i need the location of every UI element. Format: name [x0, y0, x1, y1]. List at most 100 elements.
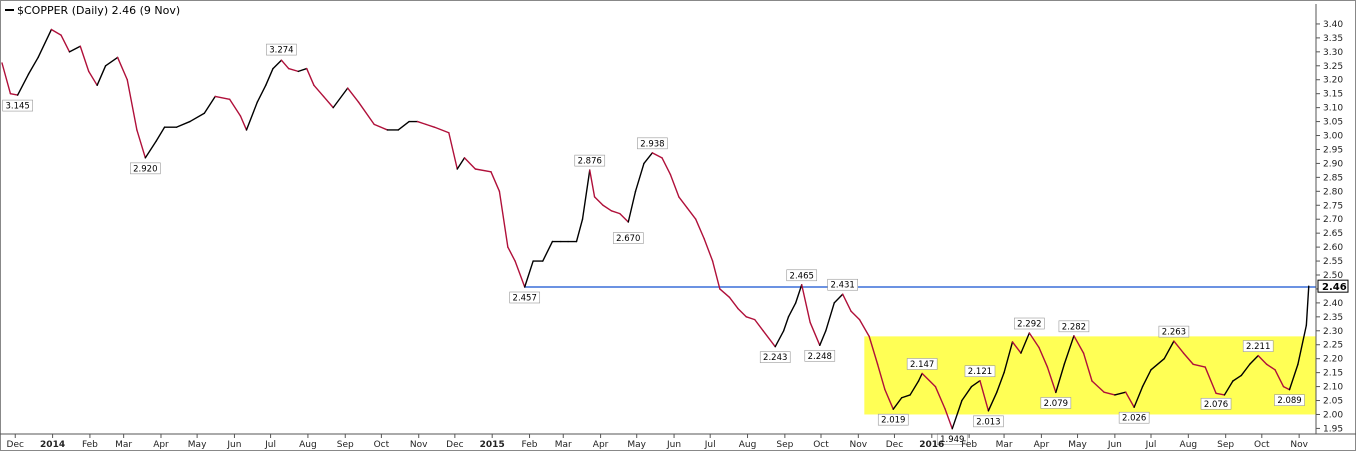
series-segment	[373, 123, 389, 131]
series-segment	[1274, 369, 1285, 388]
x-tick-label: Nov	[410, 440, 428, 450]
annotation-layer: 3.145 2.920 3.274 2.457 2.876 2.670 2.938 2.243…	[2, 43, 1305, 445]
series-segment	[703, 238, 714, 262]
annotation-box	[574, 154, 606, 167]
series-segment	[1257, 354, 1268, 365]
series-segment	[787, 302, 797, 318]
series-segment	[1125, 391, 1135, 408]
series-segment	[50, 28, 62, 36]
x-tick-label: Jul	[1145, 440, 1157, 450]
annotation-label: 2.211	[1246, 342, 1270, 352]
y-tick-label: 3.30	[1323, 48, 1343, 58]
series-segment	[313, 84, 325, 98]
series-segment	[60, 34, 71, 53]
annotation: 2.431	[827, 278, 858, 291]
series-segment	[245, 101, 259, 131]
y-tick-label: 3.00	[1323, 132, 1343, 142]
x-tick-label: Oct	[374, 440, 390, 450]
x-tick-label: 2016	[919, 440, 944, 450]
series-segment	[498, 190, 509, 248]
series-segment	[921, 372, 937, 388]
annotation-label: 2.938	[640, 139, 664, 149]
annotation-label: 2.089	[1277, 396, 1301, 406]
annotation-box	[973, 415, 1004, 428]
series-segment	[610, 210, 621, 215]
series-segment	[719, 288, 731, 299]
y-tick-label: 1.95	[1323, 424, 1343, 434]
series-segment	[970, 380, 981, 388]
annotation-box	[1014, 317, 1045, 330]
annotation-box	[612, 232, 644, 244]
x-tick-label: Mar	[115, 440, 132, 450]
series-segment	[433, 126, 450, 134]
x-tick-label: Dec	[446, 440, 463, 450]
annotation: 2.263	[1158, 325, 1190, 338]
series-segment	[1192, 363, 1206, 368]
y-tick-label: 3.35	[1323, 34, 1343, 44]
series-segment	[678, 196, 689, 209]
annotation-label: 2.263	[1162, 328, 1186, 338]
y-tick-label: 3.10	[1323, 104, 1343, 114]
legend: $COPPER (Daily) 2.46 (9 Nov)	[5, 4, 180, 17]
series-segment	[695, 218, 705, 240]
annotation-label: 2.457	[513, 293, 537, 303]
series-layer	[1, 28, 1310, 430]
series-segment	[1150, 357, 1165, 371]
annotation: 2.292	[1014, 317, 1045, 330]
series-segment	[1028, 332, 1040, 349]
series-segment	[643, 152, 654, 165]
series-segment	[1240, 363, 1251, 377]
annotation: 2.465	[786, 269, 818, 281]
series-segment	[1073, 335, 1085, 354]
series-segment	[581, 169, 591, 220]
annotation-label: 2.282	[1062, 322, 1086, 332]
last-value-box	[1317, 279, 1349, 293]
series-segment	[627, 190, 637, 223]
series-segment	[944, 408, 953, 430]
y-tick-label: 2.55	[1323, 257, 1343, 267]
series-segment	[589, 169, 596, 198]
annotation: 2.248	[804, 349, 836, 362]
series-segment	[782, 316, 790, 332]
series-segment	[850, 310, 861, 321]
y-tick-label: 2.75	[1323, 201, 1343, 211]
series-segment	[909, 380, 920, 396]
series-segment	[669, 173, 680, 198]
series-segment	[463, 157, 477, 170]
axis-layer: 1.95 2.00 2.05 2.10 2.15 2.20 2.25 2.30 2.35 2.40…	[0, 4, 1356, 450]
series-segment	[825, 302, 835, 332]
y-tick-label: 2.10	[1323, 383, 1343, 393]
x-tick-label: Jun	[666, 440, 681, 450]
series-segment	[9, 92, 19, 96]
annotation-label: 2.292	[1017, 320, 1041, 330]
annotation: 3.274	[266, 43, 297, 56]
series-segment	[126, 79, 138, 131]
series-segment	[686, 207, 697, 220]
series-segment	[1063, 335, 1075, 365]
series-segment	[1091, 380, 1105, 393]
series-segment	[774, 330, 785, 348]
series-segment	[346, 87, 360, 103]
series-segment	[1103, 391, 1116, 396]
series-segment	[1305, 285, 1310, 326]
series-segment	[1114, 391, 1127, 396]
y-tick-label: 2.60	[1323, 243, 1343, 253]
annotation-box	[877, 413, 909, 426]
annotation-label: 2.431	[830, 281, 854, 291]
annotation-box	[130, 162, 161, 175]
x-tick-label: Dec	[7, 440, 24, 450]
annotation-label: 3.274	[269, 46, 293, 56]
series-segment	[809, 321, 821, 346]
series-segment	[1133, 385, 1144, 408]
series-segment	[728, 296, 739, 310]
annotation: 2.147	[906, 358, 938, 370]
series-segment	[144, 140, 157, 159]
annotation-box	[509, 291, 541, 304]
x-tick-label: Jun	[1107, 440, 1122, 450]
series-segment	[841, 293, 852, 312]
x-tick-label: 2015	[480, 440, 505, 450]
annotation: 2.013	[973, 415, 1004, 428]
annotation-box	[1200, 397, 1232, 410]
annotation: 2.211	[1242, 340, 1274, 352]
